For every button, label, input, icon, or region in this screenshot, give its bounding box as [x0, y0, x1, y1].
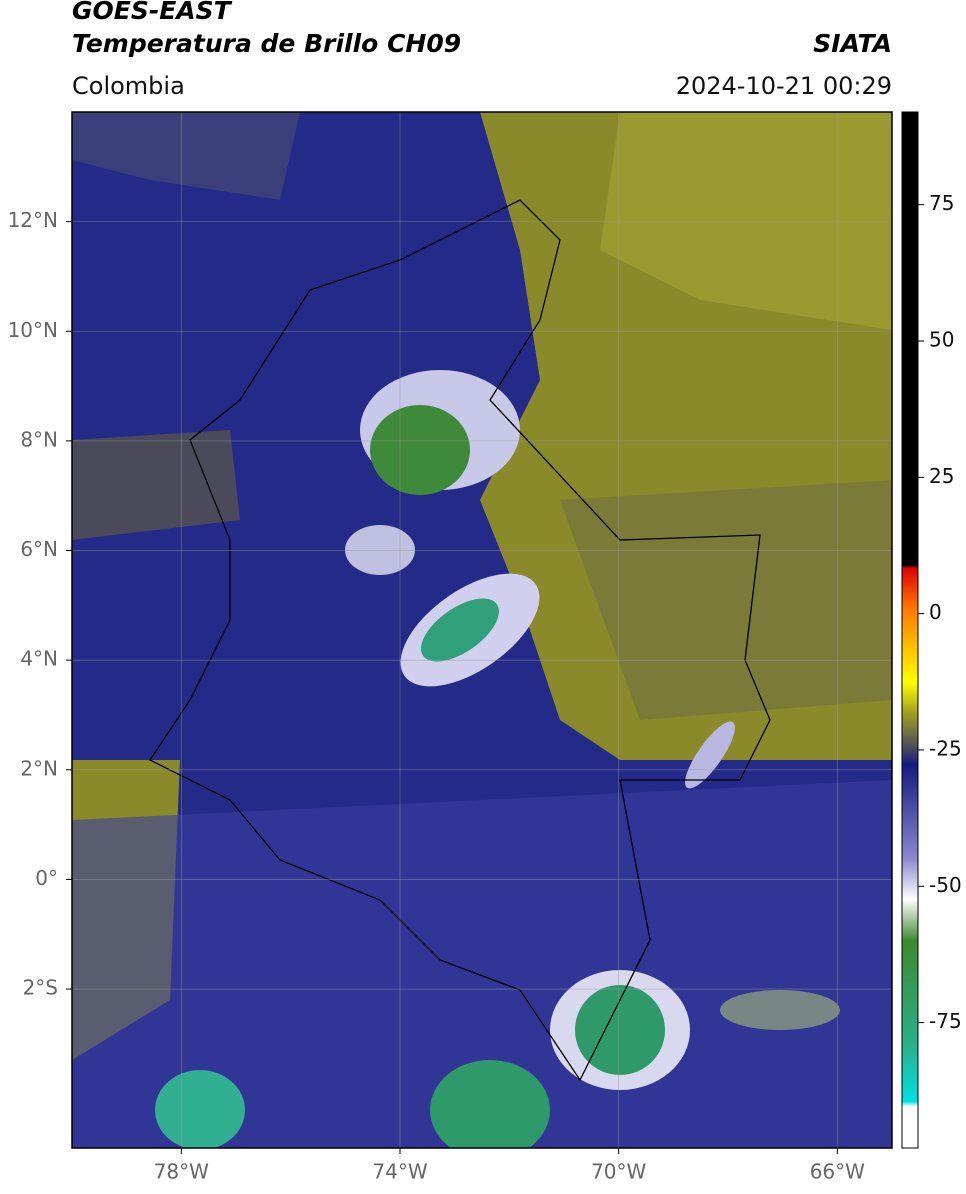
y-tick-label: 4°N — [20, 647, 58, 671]
title: GOES-EAST — [72, 0, 233, 25]
colorbar-tick-label: 50 — [929, 328, 954, 352]
region: Colombia — [72, 72, 185, 100]
y-tick-label: 8°N — [20, 427, 58, 451]
x-tick-label: 74°W — [372, 1160, 427, 1184]
satellite-image — [72, 112, 892, 1148]
datetime: 2024-10-21 00:29 — [676, 72, 892, 100]
colorbar-tick-label: -25 — [929, 736, 962, 760]
y-tick-label: 10°N — [8, 318, 58, 342]
x-tick-label: 66°W — [810, 1160, 865, 1184]
colorbar-tick-label: -75 — [929, 1009, 962, 1033]
colorbar-tick-label: 25 — [929, 464, 954, 488]
y-tick-label: 6°N — [20, 537, 58, 561]
map-frame — [71, 111, 893, 1149]
y-tick-label: 2°N — [20, 756, 58, 780]
subtitle: Temperatura de Brillo CH09 — [72, 29, 461, 58]
source: SIATA — [813, 29, 892, 58]
graticule — [72, 112, 892, 1148]
y-tick-label: 12°N — [8, 208, 58, 232]
y-tick-label: 0° — [35, 866, 58, 890]
colorbar-tick-label: -50 — [929, 873, 962, 897]
x-tick-label: 70°W — [591, 1160, 646, 1184]
y-tick-label: 2°S — [23, 976, 58, 1000]
colorbar — [901, 111, 919, 1149]
colorbar-tick-label: 75 — [929, 191, 954, 215]
colorbar-tick-label: 0 — [929, 600, 942, 624]
x-tick-label: 78°W — [154, 1160, 209, 1184]
